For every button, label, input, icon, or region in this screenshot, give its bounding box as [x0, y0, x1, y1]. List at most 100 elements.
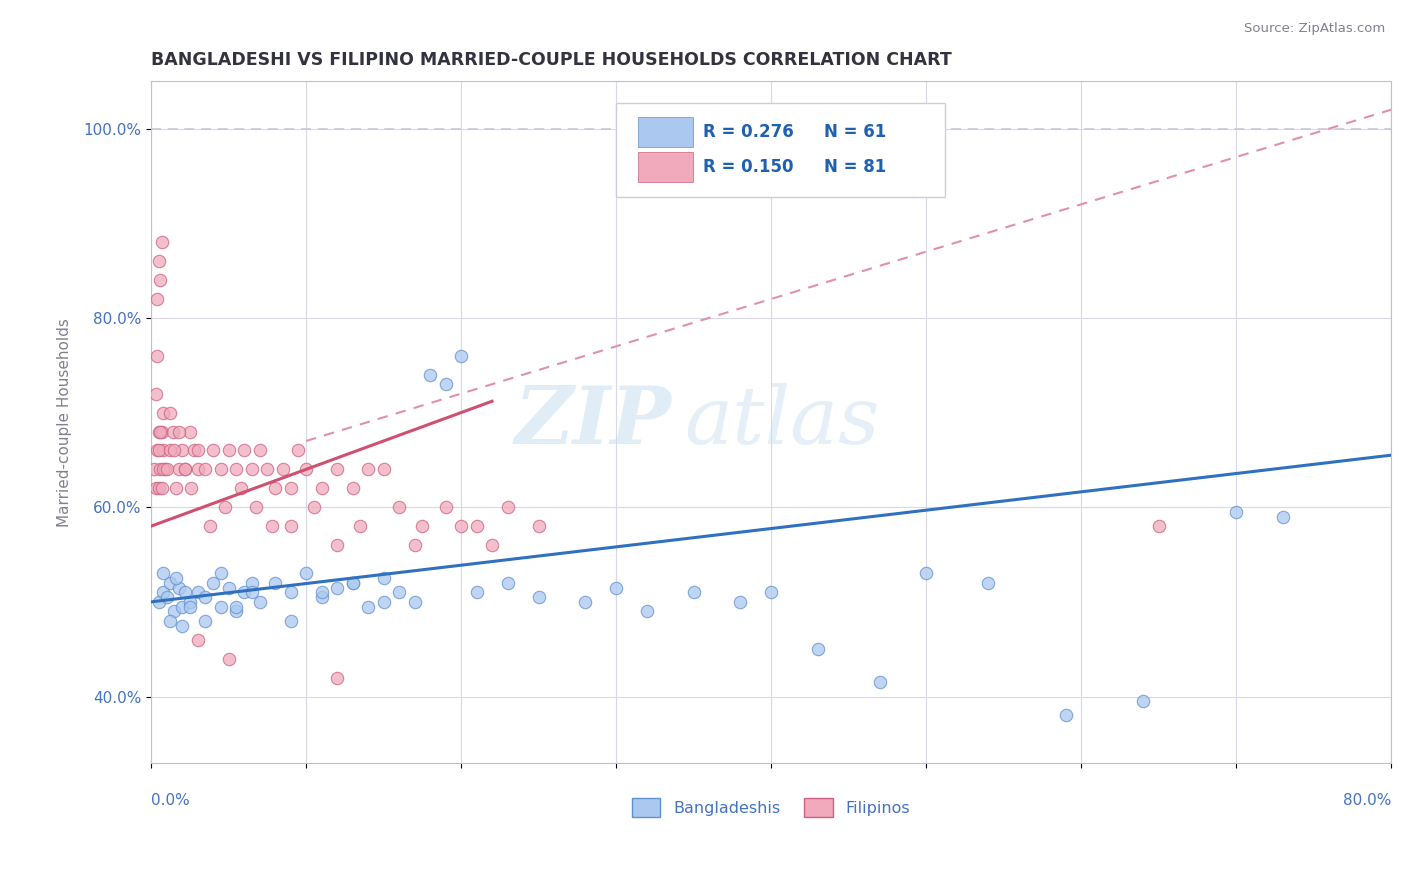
Point	[295, 566, 318, 581]
Point	[170, 618, 193, 632]
Point	[326, 462, 349, 476]
Point	[326, 538, 349, 552]
Point	[302, 500, 325, 515]
Point	[605, 581, 627, 595]
Point	[174, 585, 197, 599]
Point	[218, 581, 240, 595]
Text: ZIP: ZIP	[515, 384, 672, 461]
Point	[326, 671, 349, 685]
Text: 80.0%: 80.0%	[1343, 793, 1391, 808]
Point	[977, 576, 1000, 591]
Point	[143, 462, 166, 476]
Point	[411, 519, 433, 533]
Point	[1054, 708, 1077, 723]
Point	[240, 462, 263, 476]
Point	[148, 254, 170, 268]
Point	[148, 425, 170, 439]
Text: 0.0%: 0.0%	[150, 793, 190, 808]
Point	[682, 585, 704, 599]
Point	[163, 443, 186, 458]
Point	[209, 566, 232, 581]
Point	[225, 462, 247, 476]
Point	[170, 443, 193, 458]
Text: Source: ZipAtlas.com: Source: ZipAtlas.com	[1244, 22, 1385, 36]
Point	[155, 590, 177, 604]
Point	[280, 481, 302, 495]
Point	[159, 406, 181, 420]
Point	[233, 585, 256, 599]
Point	[388, 585, 411, 599]
Point	[260, 519, 283, 533]
Y-axis label: Married-couple Households: Married-couple Households	[58, 318, 72, 526]
Point	[152, 566, 174, 581]
Point	[159, 576, 181, 591]
Point	[214, 500, 236, 515]
Point	[342, 576, 364, 591]
Point	[357, 599, 380, 614]
Point	[167, 581, 190, 595]
Point	[145, 386, 167, 401]
Point	[264, 576, 287, 591]
Point	[496, 576, 519, 591]
Text: atlas: atlas	[685, 384, 880, 461]
Point	[179, 595, 201, 609]
Point	[465, 519, 488, 533]
Point	[159, 614, 181, 628]
Point	[146, 349, 169, 363]
Point	[159, 443, 181, 458]
Point	[311, 481, 333, 495]
Point	[806, 642, 828, 657]
Point	[202, 443, 225, 458]
Point	[388, 500, 411, 515]
Point	[280, 614, 302, 628]
Point	[311, 590, 333, 604]
Point	[225, 599, 247, 614]
Point	[186, 462, 208, 476]
Point	[179, 599, 201, 614]
Text: R = 0.150: R = 0.150	[703, 158, 793, 176]
Point	[373, 595, 395, 609]
Point	[179, 425, 201, 439]
Point	[152, 462, 174, 476]
Point	[229, 481, 252, 495]
Point	[527, 590, 550, 604]
Point	[1271, 509, 1294, 524]
Point	[249, 443, 271, 458]
Text: BANGLADESHI VS FILIPINO MARRIED-COUPLE HOUSEHOLDS CORRELATION CHART: BANGLADESHI VS FILIPINO MARRIED-COUPLE H…	[150, 51, 952, 69]
Point	[1132, 694, 1154, 708]
Point	[150, 235, 173, 250]
Text: N = 61: N = 61	[824, 123, 887, 142]
Point	[218, 651, 240, 665]
Point	[162, 425, 184, 439]
Point	[311, 585, 333, 599]
Point	[186, 443, 208, 458]
Point	[481, 538, 503, 552]
Point	[434, 500, 457, 515]
Point	[155, 462, 177, 476]
Point	[198, 519, 221, 533]
Point	[256, 462, 278, 476]
Point	[167, 425, 190, 439]
Point	[295, 462, 318, 476]
Point	[174, 462, 197, 476]
Point	[194, 614, 217, 628]
Point	[404, 595, 426, 609]
Point	[434, 377, 457, 392]
Point	[165, 481, 187, 495]
Point	[419, 368, 441, 382]
Point	[145, 481, 167, 495]
Text: R = 0.276: R = 0.276	[703, 123, 793, 142]
Point	[245, 500, 267, 515]
Point	[240, 585, 263, 599]
Point	[349, 519, 371, 533]
Point	[264, 481, 287, 495]
Point	[728, 595, 751, 609]
Point	[148, 595, 170, 609]
Point	[152, 585, 174, 599]
Point	[280, 519, 302, 533]
Point	[465, 585, 488, 599]
Point	[165, 571, 187, 585]
Point	[146, 292, 169, 306]
Point	[574, 595, 596, 609]
Point	[357, 462, 380, 476]
